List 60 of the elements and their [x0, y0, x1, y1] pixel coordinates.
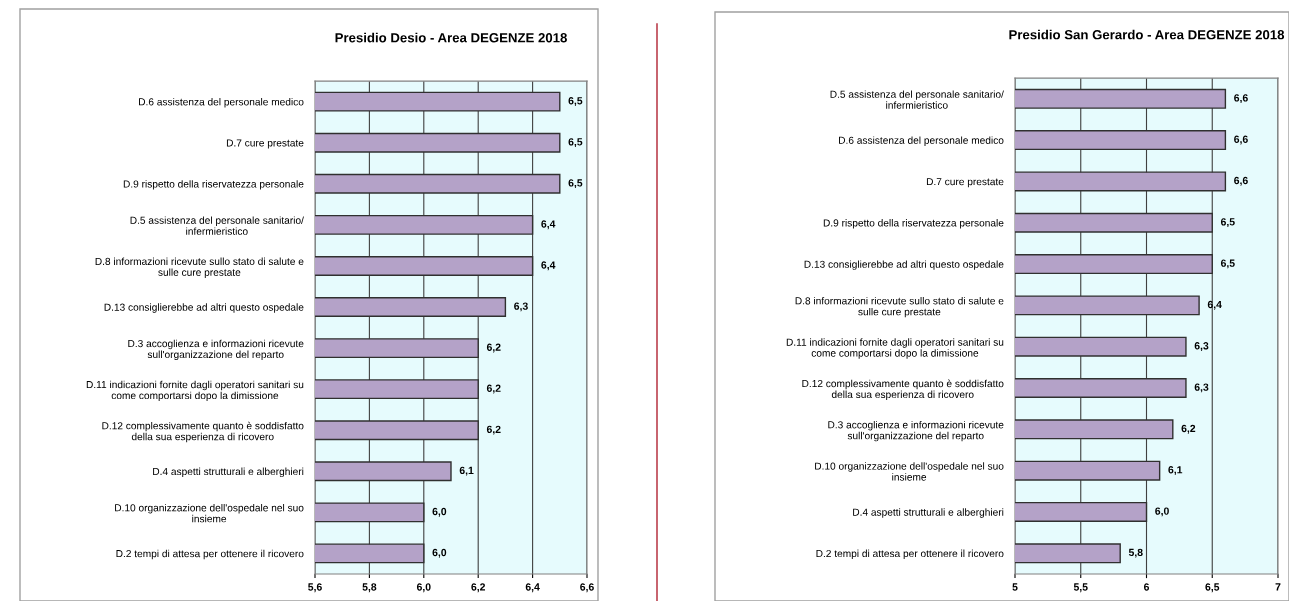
y-tick-label: D.2 tempi di attesa per ottenere il ricovero — [116, 549, 304, 560]
y-tick-label: D.5 assistenza del personale sanitario/ infermieristico — [130, 216, 304, 235]
y-tick-label: D.6 assistenza del personale medico — [139, 98, 304, 108]
data-label: 6,6 — [1234, 135, 1248, 145]
y-tick-label: D.12 complessivamente quanto è soddisfatto della sua esperienza di ricovero — [802, 379, 1004, 401]
y-tick-label: D.6 assistenza del personale medico — [839, 136, 1004, 146]
x-tick-label: 5,5 — [1073, 583, 1088, 593]
y-tick-label: D.11 indicazioni fornite dagli operatori sanitari su come comportarsi dopo la dimissione — [786, 338, 1004, 359]
data-label: 6,0 — [432, 507, 447, 517]
data-label: 6,5 — [568, 138, 583, 148]
y-tick-label: D.7 cure prestate — [926, 178, 1004, 188]
y-tick-label: D.10 organizzazione dell'ospedale nel suo insieme — [815, 462, 1004, 481]
y-tick-label: D.13 consiglierebbe ad altri questo ospedale — [104, 303, 304, 313]
y-tick-label: D.3 accoglienza e informazioni ricevute sull'organizzazione del reparto — [128, 339, 304, 361]
data-label: 6,6 — [1234, 94, 1248, 104]
y-tick-label: D.5 assistenza del personale sanitario/ infermieristico — [830, 90, 1004, 109]
y-tick-label: D.11 indicazioni fornite dagli operatori sanitari su come comportarsi dopo la dimissione — [86, 380, 304, 402]
x-tick-label: 6,2 — [471, 583, 486, 593]
y-tick-label: D.13 consiglierebbe ad altri questo ospedale — [804, 260, 1004, 270]
y-tick-label: D.9 rispetto della riservatezza personale — [123, 180, 304, 190]
data-label: 6,4 — [541, 261, 556, 271]
data-label: 6,2 — [1181, 424, 1196, 434]
data-label: 6,5 — [568, 179, 583, 189]
y-tick-label: D.4 aspetti strutturali e alberghieri — [853, 508, 1004, 518]
data-label: 6,4 — [541, 220, 556, 230]
data-label: 6,0 — [432, 548, 447, 558]
data-label: 6,5 — [568, 97, 583, 106]
chart-title: Presidio San Gerardo - Area DEGENZE 2018 — [1009, 29, 1285, 40]
x-tick-label: 6,4 — [525, 583, 540, 593]
x-tick-label: 7 — [1275, 583, 1281, 591]
x-tick-label: 6 — [1143, 583, 1150, 591]
x-tick-label: 6,0 — [416, 583, 431, 593]
x-tick-label: 5,6 — [308, 583, 322, 593]
chart-title: Presidio Desio - Area DEGENZE 2018 — [335, 32, 567, 43]
data-label: 6,2 — [486, 425, 501, 435]
x-tick-label: 5,8 — [362, 583, 377, 593]
data-label: 6,2 — [486, 343, 501, 353]
y-tick-label: D.2 tempi di attesa per ottenere il ricovero — [816, 549, 1004, 560]
data-label: 6,0 — [1155, 507, 1169, 517]
y-tick-label: D.8 informazioni ricevute sullo stato di salute e sulle cure prestate — [95, 257, 304, 278]
y-tick-label: D.12 complessivamente quanto è soddisfatto della sua esperienza di ricovero — [102, 421, 304, 443]
data-label: 6,2 — [486, 384, 501, 394]
data-label: 5,8 — [1128, 548, 1143, 558]
y-tick-label: D.4 aspetti strutturali e alberghieri — [153, 467, 304, 478]
x-tick-label: 6,6 — [580, 583, 594, 593]
y-tick-label: D.8 informazioni ricevute sullo stato di salute e sulle cure prestate — [795, 296, 1004, 318]
x-tick-label: 5 — [1012, 583, 1018, 591]
data-label: 6,5 — [1220, 218, 1235, 228]
y-tick-label: D.7 cure prestate — [226, 139, 304, 149]
data-label: 6,3 — [1194, 342, 1209, 352]
y-tick-label: D.10 organizzazione dell'ospedale nel suo insieme — [115, 503, 304, 523]
data-label: 6,3 — [1194, 383, 1209, 393]
y-tick-label: D.3 accoglienza e informazioni ricevute sull'organizzazione del reparto — [828, 420, 1004, 442]
data-label: 6,5 — [1220, 259, 1235, 269]
y-tick-label: D.9 rispetto della riservatezza personale — [823, 219, 1004, 229]
data-label: 6,3 — [514, 302, 528, 312]
data-label: 6,6 — [1234, 176, 1248, 186]
x-tick-label: 6,5 — [1205, 583, 1220, 593]
data-label: 6,1 — [1168, 466, 1183, 475]
data-label: 6,1 — [459, 466, 474, 476]
